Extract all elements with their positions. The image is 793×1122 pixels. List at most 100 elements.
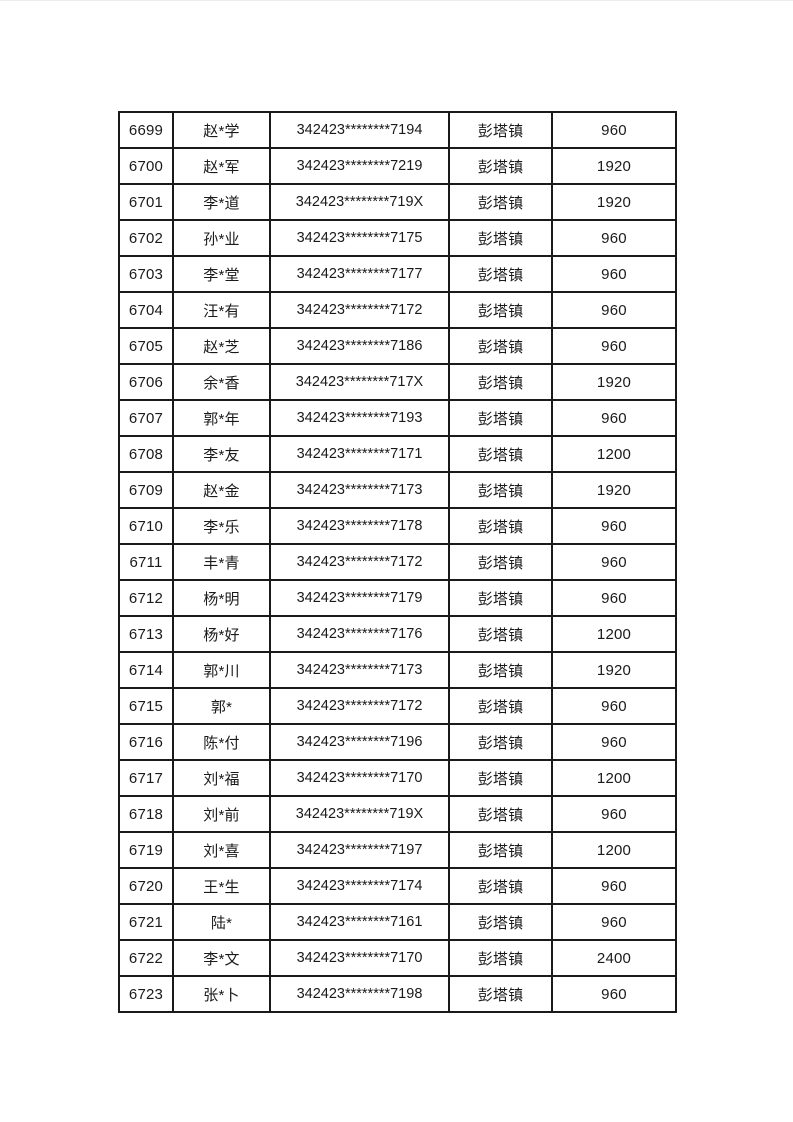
amount-cell: 960 <box>551 687 677 725</box>
town-cell: 彭塔镇 <box>448 759 553 797</box>
table-row: 6708 李*友 342423********7171 彭塔镇 1200 <box>118 435 677 473</box>
name-cell: 孙*业 <box>172 219 271 257</box>
amount-cell: 960 <box>551 291 677 329</box>
id-number-cell: 342423********7177 <box>269 255 450 293</box>
name-cell: 赵*芝 <box>172 327 271 365</box>
amount-cell: 1200 <box>551 759 677 797</box>
row-number-cell: 6702 <box>118 219 174 257</box>
id-number-cell: 342423********7196 <box>269 723 450 761</box>
town-cell: 彭塔镇 <box>448 903 553 941</box>
amount-cell: 960 <box>551 543 677 581</box>
name-cell: 李*乐 <box>172 507 271 545</box>
id-number-cell: 342423********7172 <box>269 291 450 329</box>
table-row: 6715 郭* 342423********7172 彭塔镇 960 <box>118 687 677 725</box>
town-cell: 彭塔镇 <box>448 111 553 149</box>
name-cell: 李*友 <box>172 435 271 473</box>
name-cell: 赵*金 <box>172 471 271 509</box>
town-cell: 彭塔镇 <box>448 867 553 905</box>
name-cell: 杨*好 <box>172 615 271 653</box>
row-number-cell: 6699 <box>118 111 174 149</box>
table-row: 6707 郭*年 342423********7193 彭塔镇 960 <box>118 399 677 437</box>
town-cell: 彭塔镇 <box>448 147 553 185</box>
name-cell: 杨*明 <box>172 579 271 617</box>
row-number-cell: 6716 <box>118 723 174 761</box>
town-cell: 彭塔镇 <box>448 687 553 725</box>
row-number-cell: 6701 <box>118 183 174 221</box>
table-row: 6704 汪*有 342423********7172 彭塔镇 960 <box>118 291 677 329</box>
id-number-cell: 342423********7219 <box>269 147 450 185</box>
amount-cell: 2400 <box>551 939 677 977</box>
table-row: 6714 郭*川 342423********7173 彭塔镇 1920 <box>118 651 677 689</box>
row-number-cell: 6705 <box>118 327 174 365</box>
table-row: 6706 余*香 342423********717X 彭塔镇 1920 <box>118 363 677 401</box>
amount-cell: 960 <box>551 219 677 257</box>
id-number-cell: 342423********7175 <box>269 219 450 257</box>
row-number-cell: 6718 <box>118 795 174 833</box>
amount-cell: 960 <box>551 867 677 905</box>
name-cell: 郭*川 <box>172 651 271 689</box>
row-number-cell: 6714 <box>118 651 174 689</box>
town-cell: 彭塔镇 <box>448 327 553 365</box>
row-number-cell: 6720 <box>118 867 174 905</box>
town-cell: 彭塔镇 <box>448 471 553 509</box>
town-cell: 彭塔镇 <box>448 723 553 761</box>
amount-cell: 960 <box>551 399 677 437</box>
row-number-cell: 6708 <box>118 435 174 473</box>
id-number-cell: 342423********7186 <box>269 327 450 365</box>
town-cell: 彭塔镇 <box>448 975 553 1013</box>
amount-cell: 960 <box>551 903 677 941</box>
amount-cell: 960 <box>551 723 677 761</box>
row-number-cell: 6707 <box>118 399 174 437</box>
town-cell: 彭塔镇 <box>448 651 553 689</box>
name-cell: 刘*喜 <box>172 831 271 869</box>
id-number-cell: 342423********7179 <box>269 579 450 617</box>
table-row: 6719 刘*喜 342423********7197 彭塔镇 1200 <box>118 831 677 869</box>
row-number-cell: 6723 <box>118 975 174 1013</box>
amount-cell: 1920 <box>551 183 677 221</box>
id-number-cell: 342423********7173 <box>269 471 450 509</box>
id-number-cell: 342423********717X <box>269 363 450 401</box>
subsidy-roster-table: 6699 赵*学 342423********7194 彭塔镇 960 6700 赵*军 34… <box>118 111 677 1013</box>
name-cell: 王*生 <box>172 867 271 905</box>
amount-cell: 1200 <box>551 615 677 653</box>
id-number-cell: 342423********7170 <box>269 939 450 977</box>
row-number-cell: 6721 <box>118 903 174 941</box>
town-cell: 彭塔镇 <box>448 399 553 437</box>
row-number-cell: 6712 <box>118 579 174 617</box>
table-row: 6712 杨*明 342423********7179 彭塔镇 960 <box>118 579 677 617</box>
name-cell: 刘*前 <box>172 795 271 833</box>
id-number-cell: 342423********7161 <box>269 903 450 941</box>
id-number-cell: 342423********7171 <box>269 435 450 473</box>
row-number-cell: 6717 <box>118 759 174 797</box>
town-cell: 彭塔镇 <box>448 579 553 617</box>
amount-cell: 1200 <box>551 435 677 473</box>
id-number-cell: 342423********7193 <box>269 399 450 437</box>
table-row: 6713 杨*好 342423********7176 彭塔镇 1200 <box>118 615 677 653</box>
name-cell: 汪*有 <box>172 291 271 329</box>
id-number-cell: 342423********7173 <box>269 651 450 689</box>
town-cell: 彭塔镇 <box>448 219 553 257</box>
table-row: 6711 丰*青 342423********7172 彭塔镇 960 <box>118 543 677 581</box>
table-row: 6699 赵*学 342423********7194 彭塔镇 960 <box>118 111 677 149</box>
table-row: 6702 孙*业 342423********7175 彭塔镇 960 <box>118 219 677 257</box>
row-number-cell: 6703 <box>118 255 174 293</box>
row-number-cell: 6722 <box>118 939 174 977</box>
table-body: 6699 赵*学 342423********7194 彭塔镇 960 6700 赵*军 34… <box>118 111 677 1013</box>
table-row: 6720 王*生 342423********7174 彭塔镇 960 <box>118 867 677 905</box>
name-cell: 郭*年 <box>172 399 271 437</box>
town-cell: 彭塔镇 <box>448 255 553 293</box>
town-cell: 彭塔镇 <box>448 435 553 473</box>
table-row: 6700 赵*军 342423********7219 彭塔镇 1920 <box>118 147 677 185</box>
name-cell: 陈*付 <box>172 723 271 761</box>
name-cell: 余*香 <box>172 363 271 401</box>
town-cell: 彭塔镇 <box>448 183 553 221</box>
town-cell: 彭塔镇 <box>448 939 553 977</box>
amount-cell: 960 <box>551 111 677 149</box>
row-number-cell: 6711 <box>118 543 174 581</box>
amount-cell: 1920 <box>551 147 677 185</box>
town-cell: 彭塔镇 <box>448 795 553 833</box>
town-cell: 彭塔镇 <box>448 507 553 545</box>
row-number-cell: 6700 <box>118 147 174 185</box>
name-cell: 丰*青 <box>172 543 271 581</box>
table-row: 6705 赵*芝 342423********7186 彭塔镇 960 <box>118 327 677 365</box>
